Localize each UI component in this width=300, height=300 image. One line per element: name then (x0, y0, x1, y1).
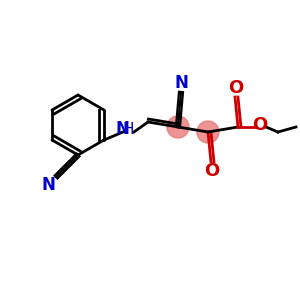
Circle shape (197, 121, 219, 143)
Text: O: O (204, 162, 220, 180)
Text: O: O (228, 79, 244, 97)
Text: N: N (41, 176, 55, 194)
Text: N: N (174, 74, 188, 92)
Text: N: N (115, 120, 129, 138)
Circle shape (167, 116, 189, 138)
Text: H: H (122, 122, 134, 136)
Text: O: O (252, 116, 268, 134)
